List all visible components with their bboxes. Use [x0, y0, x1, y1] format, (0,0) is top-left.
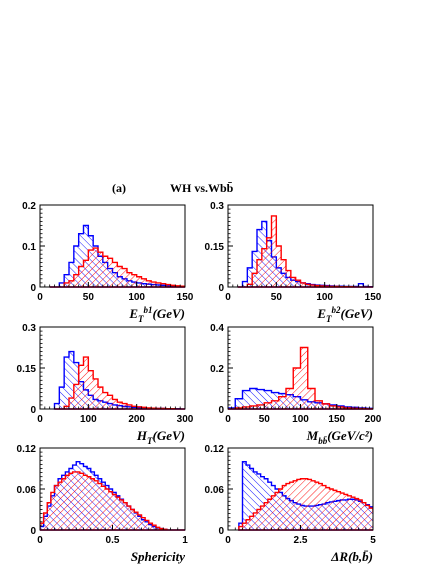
y-tick-label-delta_r-0: 0: [218, 526, 224, 537]
x-tick-label-et_b2-3: 150: [365, 292, 382, 303]
y-tick-label-et_b2-0: 0: [218, 283, 224, 294]
x-tick-label-ht-2: 200: [128, 414, 145, 425]
x-tick-label-et_b2-0: 0: [225, 292, 231, 303]
y-tick-label-ht-2: 0.3: [22, 323, 36, 334]
histogram-wh-mbb: [228, 346, 373, 410]
chart-panel-et_b1: 0 50 100 150 0 0.1 0.2 ETb1(GeV): [22, 201, 194, 324]
y-tick-label-ht-1: 0.15: [17, 364, 37, 375]
x-axis-label-sphericity: Sphericity: [131, 549, 185, 564]
x-axis-label-et_b2: ETb2(GeV): [316, 305, 373, 324]
x-tick-label-et_b1-0: 0: [37, 292, 43, 303]
x-tick-label-et_b1-2: 100: [128, 292, 145, 303]
x-tick-label-mbb-0: 0: [225, 414, 231, 425]
x-tick-label-delta_r-1: 2.5: [294, 535, 308, 546]
y-tick-label-mbb-1: 0.2: [210, 364, 224, 375]
figure-title: WH vs.Wbb̄: [170, 181, 234, 195]
x-tick-label-delta_r-0: 0: [225, 535, 231, 546]
y-tick-label-et_b1-0: 0: [30, 283, 36, 294]
x-tick-label-ht-1: 100: [80, 414, 97, 425]
x-axis-label-ht: HT(GeV): [136, 428, 185, 446]
y-tick-label-sphericity-1: 0.06: [17, 485, 37, 496]
x-tick-label-ht-3: 300: [177, 414, 194, 425]
y-tick-label-delta_r-2: 0.12: [205, 444, 225, 455]
x-tick-label-mbb-4: 200: [365, 414, 382, 425]
x-tick-label-et_b2-1: 50: [271, 292, 283, 303]
x-tick-label-mbb-3: 150: [328, 414, 345, 425]
x-tick-label-et_b1-1: 50: [83, 292, 95, 303]
panel-label: (a): [112, 181, 126, 195]
y-tick-label-ht-0: 0: [30, 405, 36, 416]
histogram-wh-et_b1: [49, 247, 185, 288]
y-tick-label-et_b2-1: 0.15: [205, 242, 225, 253]
x-tick-label-et_b1-3: 150: [177, 292, 194, 303]
x-tick-label-delta_r-2: 5: [370, 535, 376, 546]
y-tick-label-delta_r-1: 0.06: [205, 485, 225, 496]
histogram-wh-ht: [54, 356, 185, 410]
x-tick-label-mbb-1: 50: [259, 414, 271, 425]
chart-panel-ht: 0 100 200 300 0 0.15 0.3 HT(GeV): [17, 323, 194, 446]
x-tick-label-et_b2-2: 100: [316, 292, 333, 303]
y-tick-label-mbb-2: 0.4: [210, 323, 224, 334]
x-tick-label-sphericity-2: 1: [182, 535, 188, 546]
y-tick-label-mbb-0: 0: [218, 405, 224, 416]
y-tick-label-et_b1-2: 0.2: [22, 201, 36, 212]
chart-panel-et_b2: 0 50 100 150 0 0.15 0.3 ETb2(GeV): [205, 201, 382, 324]
x-tick-label-ht-0: 0: [37, 414, 43, 425]
chart-panel-delta_r: 0 2.5 5 0 0.06 0.12 ΔR(b,b̄): [205, 444, 377, 564]
y-tick-label-sphericity-2: 0.12: [17, 444, 37, 455]
x-tick-label-sphericity-1: 0.5: [106, 535, 120, 546]
x-tick-label-mbb-2: 100: [292, 414, 309, 425]
chart-panel-mbb: 0 50 100 150 200 0 0.2 0.4 Mbb̄(GeV/c²): [210, 323, 382, 446]
histogram-wh-sphericity: [40, 471, 185, 531]
x-axis-label-mbb: Mbb̄(GeV/c²): [306, 428, 373, 446]
histogram-wh-delta_r: [238, 478, 373, 531]
y-tick-label-et_b2-2: 0.3: [210, 201, 224, 212]
x-tick-label-sphericity-0: 0: [37, 535, 43, 546]
y-tick-label-et_b1-1: 0.1: [22, 242, 36, 253]
chart-panel-sphericity: 0 0.5 1 0 0.06 0.12 Sphericity: [17, 444, 189, 564]
x-axis-label-delta_r: ΔR(b,b̄): [330, 549, 373, 564]
y-tick-label-sphericity-0: 0: [30, 526, 36, 537]
x-axis-label-et_b1: ETb1(GeV): [128, 305, 185, 324]
